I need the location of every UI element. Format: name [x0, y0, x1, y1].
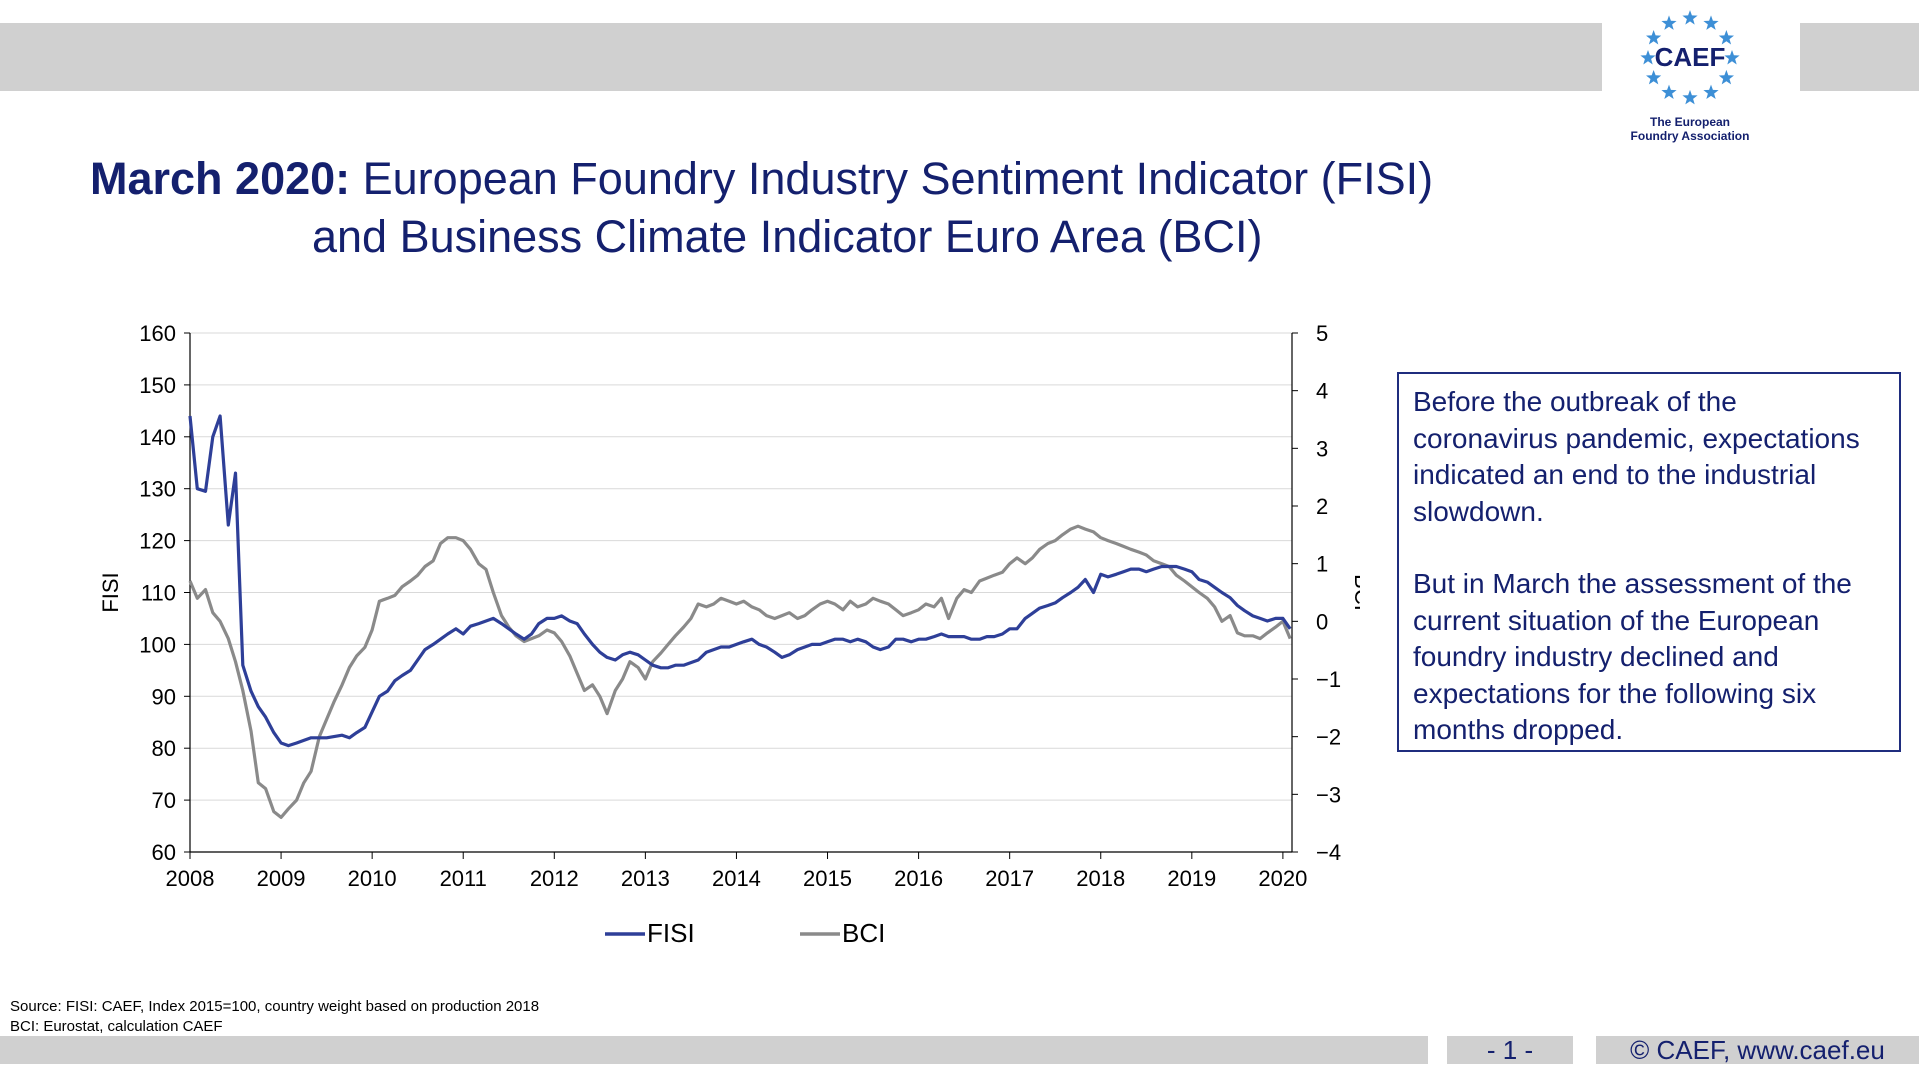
logo-star: [1661, 15, 1677, 30]
logo-star: [1640, 50, 1656, 65]
right-tick-label: −4: [1316, 840, 1341, 865]
legend-label-fisi: FISI: [647, 918, 695, 948]
logo-star: [1646, 70, 1662, 85]
y-right-label: BCI: [1350, 574, 1360, 611]
right-tick-label: 4: [1316, 379, 1328, 404]
x-tick-label: 2016: [894, 866, 943, 891]
x-tick-label: 2008: [166, 866, 215, 891]
logo-star: [1718, 30, 1734, 45]
commentary-box: Before the outbreak of the coronavirus p…: [1397, 372, 1901, 752]
page-title: March 2020: European Foundry Industry Se…: [90, 150, 1590, 266]
y-left-label: FISI: [98, 572, 123, 612]
left-tick-label: 90: [152, 684, 176, 709]
legend-label-bci: BCI: [842, 918, 885, 948]
x-tick-label: 2018: [1076, 866, 1125, 891]
header-bar-right: [1800, 23, 1919, 91]
left-tick-label: 150: [139, 373, 176, 398]
left-tick-label: 140: [139, 425, 176, 450]
right-tick-label: 0: [1316, 609, 1328, 634]
x-tick-label: 2010: [348, 866, 397, 891]
logo-star: [1682, 89, 1698, 105]
caef-logo: CAEF The European Foundry Association: [1631, 10, 1750, 143]
logo-text: CAEF: [1655, 42, 1726, 72]
right-tick-label: −3: [1316, 782, 1341, 807]
left-tick-label: 80: [152, 736, 176, 761]
right-tick-label: 1: [1316, 552, 1328, 577]
logo-star: [1724, 50, 1740, 65]
right-tick-label: 2: [1316, 494, 1328, 519]
right-tick-label: −1: [1316, 667, 1341, 692]
x-tick-label: 2011: [440, 866, 487, 891]
x-tick-label: 2012: [530, 866, 579, 891]
commentary-para-1: Before the outbreak of the coronavirus p…: [1413, 386, 1860, 527]
left-tick-label: 60: [152, 840, 176, 865]
x-tick-label: 2013: [621, 866, 670, 891]
copyright: © CAEF, www.caef.eu: [1596, 1036, 1919, 1064]
right-tick-label: −2: [1316, 725, 1341, 750]
logo-star: [1661, 84, 1677, 99]
logo-star: [1703, 15, 1719, 30]
logo-subtitle-1: The European: [1650, 115, 1730, 129]
title-line1: European Foundry Industry Sentiment Indi…: [350, 153, 1434, 204]
left-tick-label: 120: [139, 529, 176, 554]
left-tick-label: 110: [141, 581, 176, 606]
header-bar-left: [0, 23, 1602, 91]
left-tick-label: 100: [139, 632, 176, 657]
source-line-2: BCI: Eurostat, calculation CAEF: [10, 1018, 223, 1035]
left-tick-label: 70: [152, 788, 176, 813]
x-tick-label: 2015: [803, 866, 852, 891]
x-tick-label: 2020: [1258, 866, 1307, 891]
right-tick-label: 3: [1316, 436, 1328, 461]
title-line2: and Business Climate Indicator Euro Area…: [312, 211, 1263, 262]
source-line-1: Source: FISI: CAEF, Index 2015=100, coun…: [10, 998, 540, 1015]
logo-star: [1703, 84, 1719, 99]
left-tick-label: 130: [139, 477, 176, 502]
x-tick-label: 2017: [985, 866, 1034, 891]
left-tick-label: 160: [139, 321, 176, 346]
logo-star: [1718, 69, 1734, 85]
page-number: - 1 -: [1447, 1036, 1573, 1064]
x-tick-label: 2009: [257, 866, 306, 891]
logo-star: [1646, 30, 1662, 45]
title-date: March 2020:: [90, 153, 351, 204]
logo-subtitle-2: Foundry Association: [1631, 129, 1750, 143]
x-tick-label: 2019: [1167, 866, 1216, 891]
chart: 60 70 80 90 100 110 120 130 140 150 160 −4 −3 −2 −1 0 1 2…: [98, 321, 1360, 948]
footer-bar: [0, 1036, 1428, 1064]
source-note: Source: FISI: CAEF, Index 2015=100, coun…: [10, 997, 539, 1037]
commentary-para-2: But in March the assessment of the curre…: [1413, 568, 1852, 745]
logo-stars: [1640, 10, 1740, 105]
logo-star: [1682, 10, 1698, 25]
series-line-fisi: [188, 414, 1292, 748]
x-tick-label: 2014: [712, 866, 761, 891]
series-line-bci: [188, 524, 1292, 819]
right-tick-label: 5: [1316, 321, 1328, 346]
